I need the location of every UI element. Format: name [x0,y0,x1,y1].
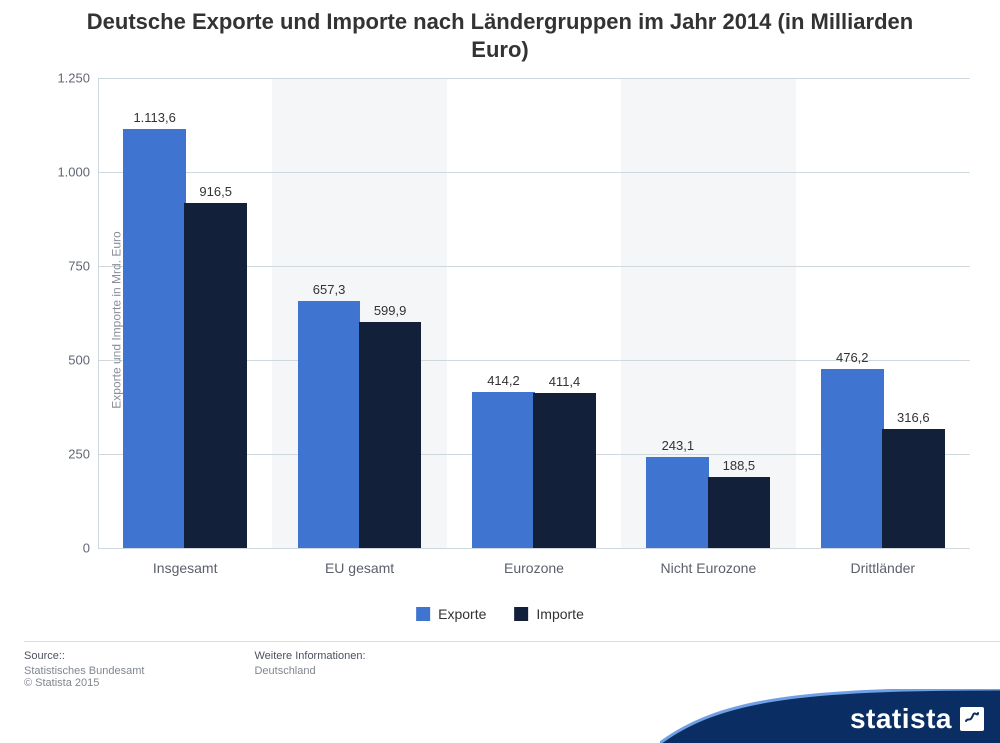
bar-group: 243,1 188,5 [621,78,795,548]
bar-value-label: 188,5 [708,458,771,473]
x-category-label: Eurozone [447,560,621,576]
chart-container: Deutsche Exporte und Importe nach Länder… [0,0,1000,743]
statista-logo: statista [850,703,984,735]
y-tick-label: 750 [68,259,90,274]
footer-info-line: Deutschland [254,665,365,677]
bar-group: 476,2 316,6 [796,78,970,548]
bar-importe [184,203,247,548]
legend-label: Exporte [438,606,486,622]
bar-value-label: 414,2 [472,373,535,388]
bar-value-label: 243,1 [646,438,709,453]
bar-group: 414,2411,4 [447,78,621,548]
x-category-label: EU gesamt [272,560,446,576]
statista-mark-icon [960,707,984,731]
legend-item-exporte: Exporte [416,606,486,622]
bar-exporte [123,129,186,548]
bar-value-label: 316,6 [882,410,945,425]
footer-source-hd: Source:: [24,650,144,662]
footer-info: Weitere Informationen: Deutschland [254,650,365,689]
bar-exporte [472,392,535,548]
x-category-label: Nicht Eurozone [621,560,795,576]
footer-info-hd: Weitere Informationen: [254,650,365,662]
footer: Source:: Statistisches Bundesamt © Stati… [24,641,1000,689]
x-category-label: Insgesamt [98,560,272,576]
bar-exporte [821,369,884,548]
y-tick-label: 1.250 [57,71,90,86]
y-tick-label: 500 [68,353,90,368]
bar-value-label: 1.113,6 [123,110,186,125]
bar-value-label: 476,2 [821,350,884,365]
grid-line [98,548,970,549]
legend: Exporte Importe [416,606,584,622]
legend-swatch-icon [514,607,528,621]
bar-group: 657,3 599,9 [272,78,446,548]
chart-title: Deutsche Exporte und Importe nach Länder… [0,8,1000,63]
bar-exporte [298,301,361,548]
y-tick-label: 250 [68,447,90,462]
bar-value-label: 599,9 [359,303,422,318]
footer-source-line: © Statista 2015 [24,677,144,689]
bar-value-label: 657,3 [298,282,361,297]
statista-badge: statista [660,689,1000,743]
bar-value-label: 411,4 [533,374,596,389]
bar-group: 1.113,6 916,5 [98,78,272,548]
bar-importe [882,429,945,548]
legend-label: Importe [536,606,583,622]
legend-swatch-icon [416,607,430,621]
bar-importe [359,322,422,548]
bar-importe [708,477,771,548]
footer-source-line: Statistisches Bundesamt [24,665,144,677]
legend-item-importe: Importe [514,606,583,622]
statista-logo-text: statista [850,703,952,735]
bar-value-label: 916,5 [184,184,247,199]
chart: 02505007501.0001.250Exporte und Importe … [98,78,970,548]
x-category-label: Drittländer [796,560,970,576]
y-tick-label: 0 [83,541,90,556]
bar-exporte [646,457,709,548]
bar-importe [533,393,596,548]
footer-source: Source:: Statistisches Bundesamt © Stati… [24,650,144,689]
y-tick-label: 1.000 [57,165,90,180]
